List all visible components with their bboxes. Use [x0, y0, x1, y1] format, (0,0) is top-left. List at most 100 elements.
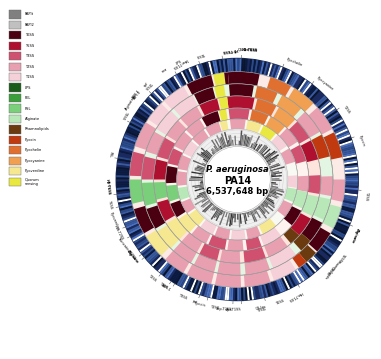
Wedge shape	[254, 286, 258, 299]
Text: T2SS: T2SS	[364, 191, 368, 200]
Wedge shape	[344, 189, 358, 192]
Wedge shape	[118, 157, 131, 161]
Wedge shape	[326, 240, 338, 249]
Wedge shape	[130, 121, 143, 129]
Wedge shape	[279, 278, 287, 291]
Wedge shape	[267, 195, 271, 197]
Text: T6SS: T6SS	[248, 48, 258, 53]
Text: PAPIt: PAPIt	[25, 13, 34, 17]
Wedge shape	[245, 59, 248, 72]
Wedge shape	[343, 198, 357, 202]
Wedge shape	[320, 102, 331, 112]
Wedge shape	[278, 279, 285, 292]
Wedge shape	[251, 142, 255, 149]
Wedge shape	[246, 236, 262, 250]
Wedge shape	[255, 208, 257, 210]
Wedge shape	[341, 206, 355, 211]
Wedge shape	[283, 206, 301, 225]
Wedge shape	[260, 61, 264, 74]
Text: Alginate: Alginate	[125, 97, 136, 111]
Wedge shape	[157, 199, 175, 221]
Wedge shape	[116, 173, 130, 176]
Wedge shape	[283, 276, 290, 289]
Text: H3-T6SS: H3-T6SS	[104, 179, 110, 196]
Wedge shape	[281, 277, 288, 290]
Text: PA14: PA14	[224, 176, 251, 186]
Wedge shape	[335, 223, 348, 230]
Text: PAPI-1: PAPI-1	[160, 284, 171, 293]
Wedge shape	[317, 250, 328, 261]
Wedge shape	[273, 107, 295, 128]
Wedge shape	[116, 175, 130, 178]
Wedge shape	[197, 153, 209, 161]
Wedge shape	[200, 183, 203, 185]
Wedge shape	[253, 209, 257, 214]
Wedge shape	[194, 87, 216, 105]
Wedge shape	[122, 211, 135, 217]
Wedge shape	[267, 63, 273, 76]
Wedge shape	[299, 245, 316, 262]
Wedge shape	[302, 265, 312, 276]
Wedge shape	[286, 72, 294, 84]
Wedge shape	[119, 204, 133, 209]
Text: H2-T6SS: H2-T6SS	[221, 47, 238, 53]
Wedge shape	[308, 260, 318, 271]
Wedge shape	[225, 59, 228, 72]
Wedge shape	[143, 102, 155, 112]
Wedge shape	[262, 148, 271, 157]
Wedge shape	[331, 119, 343, 127]
Wedge shape	[200, 282, 206, 295]
Wedge shape	[157, 138, 175, 160]
Wedge shape	[307, 261, 317, 272]
Wedge shape	[271, 172, 282, 175]
Wedge shape	[281, 148, 295, 165]
Wedge shape	[245, 258, 270, 275]
Wedge shape	[338, 136, 351, 143]
Text: Pyoverdine: Pyoverdine	[108, 211, 120, 231]
Wedge shape	[227, 287, 230, 300]
Wedge shape	[342, 204, 355, 209]
Wedge shape	[213, 206, 217, 211]
Wedge shape	[271, 182, 276, 183]
Wedge shape	[292, 253, 307, 268]
Wedge shape	[339, 215, 352, 221]
Wedge shape	[116, 171, 130, 174]
Wedge shape	[170, 269, 179, 281]
Wedge shape	[123, 215, 136, 221]
Text: T1SS: T1SS	[25, 75, 34, 79]
Wedge shape	[117, 165, 130, 168]
Wedge shape	[119, 152, 132, 157]
Wedge shape	[343, 158, 357, 163]
Wedge shape	[128, 125, 141, 132]
Wedge shape	[214, 60, 219, 74]
Wedge shape	[276, 66, 283, 80]
Wedge shape	[300, 140, 319, 162]
Wedge shape	[156, 88, 166, 99]
Wedge shape	[147, 252, 158, 262]
Wedge shape	[219, 120, 229, 131]
Wedge shape	[270, 189, 276, 192]
Wedge shape	[116, 177, 130, 180]
Text: H1-T6SS: H1-T6SS	[242, 48, 258, 52]
Text: Pyocyanine: Pyocyanine	[316, 76, 335, 91]
Wedge shape	[202, 202, 213, 212]
Wedge shape	[130, 123, 142, 131]
Wedge shape	[259, 205, 266, 213]
Wedge shape	[187, 75, 214, 95]
Wedge shape	[158, 87, 168, 98]
Wedge shape	[221, 286, 224, 300]
Wedge shape	[141, 156, 156, 180]
Wedge shape	[341, 208, 354, 213]
Wedge shape	[311, 257, 321, 268]
Text: T2SS: T2SS	[158, 282, 168, 290]
Wedge shape	[344, 165, 358, 168]
Wedge shape	[291, 75, 299, 87]
Wedge shape	[244, 213, 247, 221]
Text: PAPI-1: PAPI-1	[132, 88, 141, 99]
Wedge shape	[168, 268, 177, 280]
Wedge shape	[202, 200, 211, 208]
Wedge shape	[230, 119, 246, 129]
Wedge shape	[260, 227, 281, 246]
Wedge shape	[316, 252, 327, 262]
Wedge shape	[271, 281, 277, 295]
